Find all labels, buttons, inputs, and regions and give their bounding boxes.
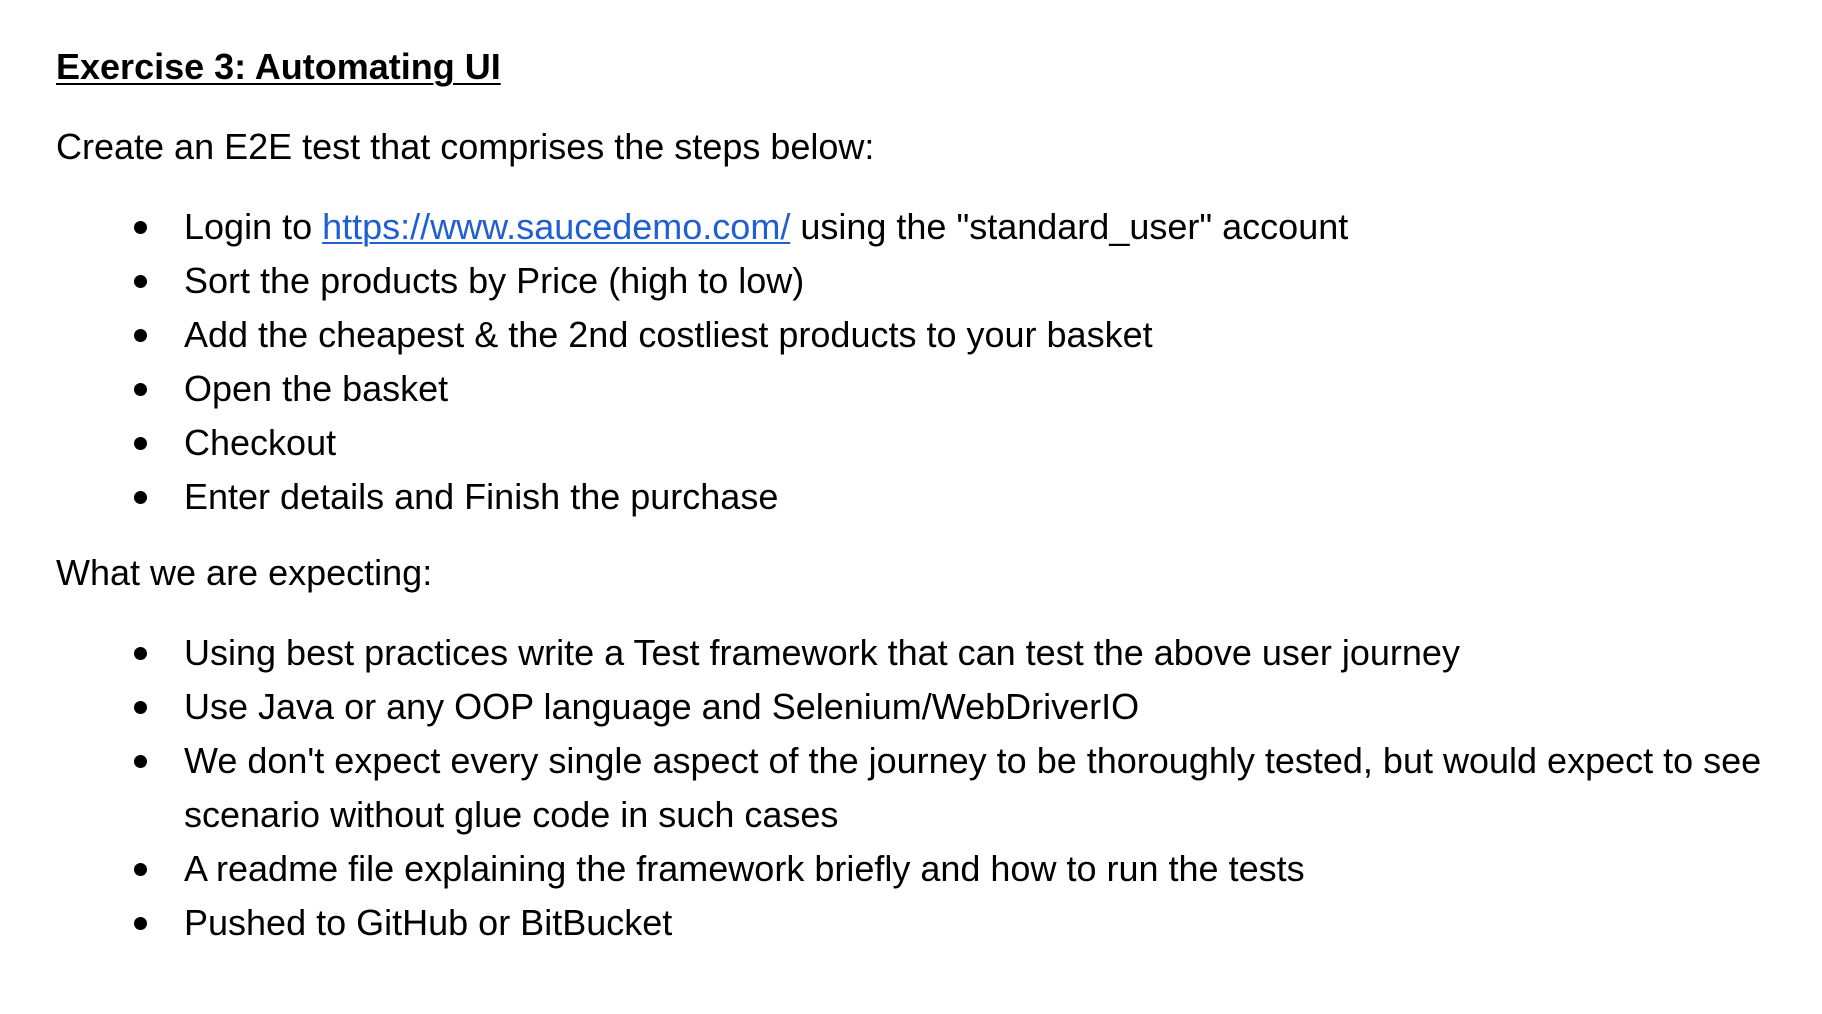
bullet-icon: [130, 626, 150, 680]
expecting-label: What we are expecting:: [56, 552, 433, 593]
exercise-heading: Exercise 3: Automating UI: [56, 46, 501, 87]
bullet-icon: [130, 680, 150, 734]
list-item: Enter details and Finish the purchase: [56, 470, 1796, 524]
step-finish-text: Enter details and Finish the purchase: [184, 476, 779, 517]
step-checkout-text: Checkout: [184, 422, 337, 463]
bullet-icon: [130, 470, 150, 524]
bullet-icon: [130, 896, 150, 950]
step-login-text: Login to https://www.saucedemo.com/ usin…: [184, 206, 1348, 247]
step-login-suffix: using the "standard_user" account: [790, 206, 1349, 247]
document-body: Exercise 3: Automating UI Create an E2E …: [56, 38, 1796, 950]
bullet-icon: [130, 200, 150, 254]
intro-paragraph: Create an E2E test that comprises the st…: [56, 126, 875, 167]
expectation-readme-text: A readme file explaining the framework b…: [184, 848, 1305, 889]
bullet-icon: [130, 362, 150, 416]
steps-list: Login to https://www.saucedemo.com/ usin…: [56, 200, 1796, 524]
bullet-icon: [130, 254, 150, 308]
bullet-icon: [130, 416, 150, 470]
step-add-text: Add the cheapest & the 2nd costliest pro…: [184, 314, 1153, 355]
list-item: Login to https://www.saucedemo.com/ usin…: [56, 200, 1796, 254]
bullet-icon: [130, 734, 150, 788]
expectation-language-text: Use Java or any OOP language and Seleniu…: [184, 686, 1140, 727]
list-item: Using best practices write a Test framew…: [56, 626, 1796, 680]
list-item: Checkout: [56, 416, 1796, 470]
step-sort-text: Sort the products by Price (high to low): [184, 260, 805, 301]
expectation-scope-text: We don't expect every single aspect of t…: [184, 740, 1762, 835]
list-item: Add the cheapest & the 2nd costliest pro…: [56, 308, 1796, 362]
list-item: Pushed to GitHub or BitBucket: [56, 896, 1796, 950]
expectation-push-text: Pushed to GitHub or BitBucket: [184, 902, 673, 943]
saucedemo-link[interactable]: https://www.saucedemo.com/: [322, 206, 791, 247]
step-open-text: Open the basket: [184, 368, 449, 409]
expectation-framework-text: Using best practices write a Test framew…: [184, 632, 1460, 673]
bullet-icon: [130, 842, 150, 896]
expectations-list: Using best practices write a Test framew…: [56, 626, 1796, 950]
list-item: Use Java or any OOP language and Seleniu…: [56, 680, 1796, 734]
list-item: We don't expect every single aspect of t…: [56, 734, 1796, 842]
list-item: Sort the products by Price (high to low): [56, 254, 1796, 308]
step-login-prefix: Login to: [184, 206, 323, 247]
bullet-icon: [130, 308, 150, 362]
list-item: A readme file explaining the framework b…: [56, 842, 1796, 896]
list-item: Open the basket: [56, 362, 1796, 416]
